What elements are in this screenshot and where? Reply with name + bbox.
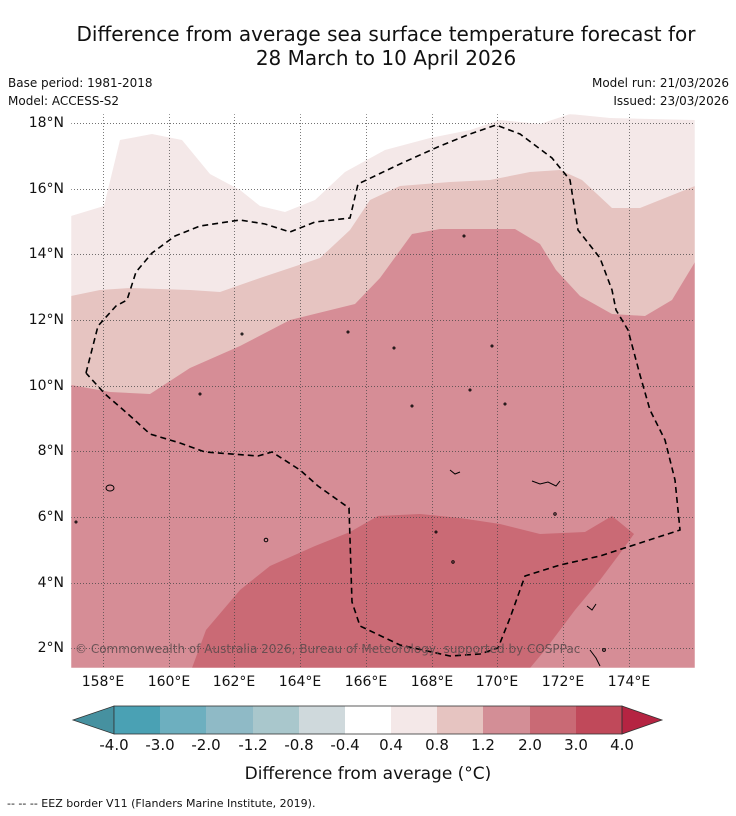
colorbar-segment-7 <box>391 706 437 734</box>
map-frame <box>70 113 696 669</box>
colorbar-segment-11 <box>576 706 622 734</box>
lon-tick-160: 160°E <box>147 674 191 690</box>
colorbar-outline <box>113 705 623 735</box>
lat-tick-4: 4°N <box>37 575 64 591</box>
colorbar-label: 3.0 <box>564 736 588 754</box>
colorbar-label: -1.2 <box>238 736 268 754</box>
lat-tick-14: 14°N <box>28 246 64 262</box>
colorbar-segment-10 <box>530 706 576 734</box>
lat-tick-12: 12°N <box>28 312 64 328</box>
islands <box>74 234 606 667</box>
colorbar-label: -3.0 <box>145 736 175 754</box>
colorbar-label: 4.0 <box>610 736 634 754</box>
anomaly-region-2.0-3.0 <box>192 514 634 668</box>
title-line-2: 28 March to 10 April 2026 <box>255 46 517 70</box>
lon-tick-162: 162°E <box>212 674 256 690</box>
colorbar-segment-8 <box>437 706 483 734</box>
colorbar-title: Difference from average (°C) <box>244 764 492 784</box>
model-run: Model run: 21/03/2026 <box>591 76 729 90</box>
lon-tick-170: 170°E <box>475 674 519 690</box>
colorbar-label: -4.0 <box>99 736 129 754</box>
colorbar-label: -2.0 <box>191 736 221 754</box>
colorbar <box>71 705 664 735</box>
colorbar-segment-3 <box>206 706 253 734</box>
base-period: Base period: 1981-2018 <box>8 76 153 90</box>
chart-title: Difference from average sea surface temp… <box>0 22 736 70</box>
title-line-1: Difference from average sea surface temp… <box>76 22 696 46</box>
colorbar-label: 0.4 <box>379 736 403 754</box>
map-area: © Commonwealth of Australia 2026, Bureau… <box>71 114 695 668</box>
colorbar-label: 2.0 <box>518 736 542 754</box>
lat-tick-10: 10°N <box>28 378 64 394</box>
lon-tick-172: 172°E <box>541 674 585 690</box>
colorbar-label: -0.8 <box>284 736 314 754</box>
issued-date: Issued: 23/03/2026 <box>613 94 729 108</box>
colorbar-min-arrow <box>71 705 115 735</box>
eez-legend: -- -- -- EEZ border V11 (Flanders Marine… <box>7 797 316 810</box>
colorbar-label: 0.8 <box>425 736 449 754</box>
colorbar-segment-9 <box>483 706 530 734</box>
lat-tick-8: 8°N <box>37 443 64 459</box>
lon-tick-174: 174°E <box>607 674 651 690</box>
colorbar-segment-4 <box>253 706 299 734</box>
colorbar-segment-5 <box>299 706 345 734</box>
lon-tick-166: 166°E <box>344 674 388 690</box>
colorbar-segment-2 <box>160 706 206 734</box>
grid-lines <box>71 114 695 668</box>
colorbar-label: -0.4 <box>330 736 360 754</box>
colorbar-label: 1.2 <box>471 736 495 754</box>
lon-tick-164: 164°E <box>278 674 322 690</box>
colorbar-segment-1 <box>114 706 160 734</box>
meta-left: Base period: 1981-2018 Model: ACCESS-S2 <box>8 74 153 110</box>
lat-tick-18: 18°N <box>28 115 64 131</box>
copyright-text: © Commonwealth of Australia 2026, Bureau… <box>75 642 580 656</box>
lat-tick-2: 2°N <box>37 640 64 656</box>
colorbar-max-arrow <box>621 705 664 735</box>
model-name: Model: ACCESS-S2 <box>8 94 120 108</box>
lon-tick-158: 158°E <box>81 674 125 690</box>
eez-border <box>85 124 681 657</box>
lat-tick-6: 6°N <box>37 509 64 525</box>
lon-tick-168: 168°E <box>410 674 454 690</box>
lat-tick-16: 16°N <box>28 181 64 197</box>
meta-right: Model run: 21/03/2026 Issued: 23/03/2026 <box>592 74 729 110</box>
colorbar-segment-6 <box>345 706 391 734</box>
